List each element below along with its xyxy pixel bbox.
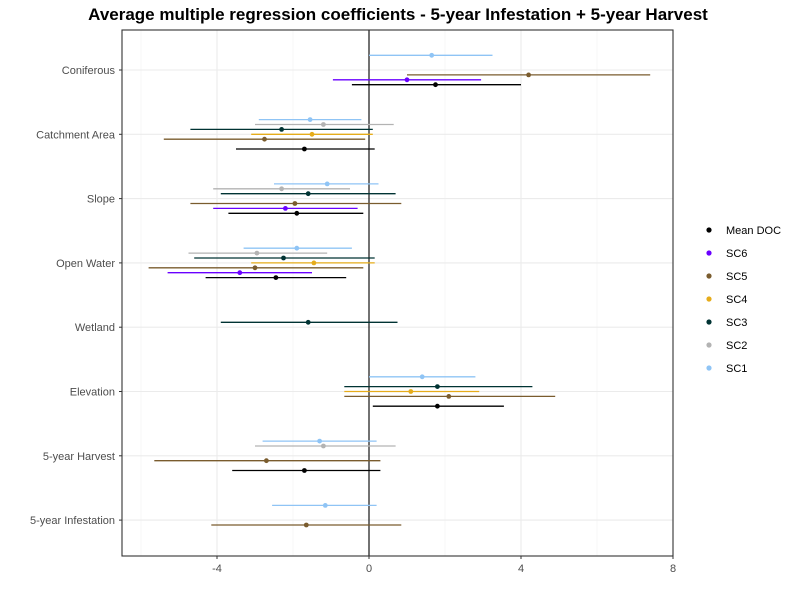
legend-key-sc3 [706, 319, 712, 325]
point-sc4-elevation [408, 389, 414, 394]
legend-item-sc3: SC3 [706, 317, 747, 329]
point-sc3-wetland [305, 319, 311, 325]
point-sc1-coniferous [429, 52, 435, 58]
point-sc2-5-year-harvest [321, 443, 326, 449]
x-tick-label-4: 4 [518, 563, 524, 575]
point-sc5-catchment-area [262, 136, 267, 142]
y-tick-label-5-year-infestation: 5-year Infestation [30, 515, 115, 527]
series-sc4 [251, 131, 480, 394]
legend-label-sc4: SC4 [726, 294, 747, 306]
point-sc1-catchment-area [307, 117, 313, 122]
plot-area: Coniferous Catchment Area Slope Open Water W… [30, 29, 676, 575]
point-sc6-slope [283, 206, 288, 211]
legend-key-sc5 [706, 273, 712, 279]
legend-item-sc4: SC4 [706, 294, 747, 306]
legend-key-mean-doc [706, 227, 712, 233]
legend-key-sc2 [706, 342, 712, 348]
legend-label-sc2: SC2 [726, 340, 747, 352]
legend-item-mean-doc: Mean DOC [706, 225, 781, 237]
series-sc6 [167, 77, 482, 276]
legend-item-sc6: SC6 [706, 248, 747, 260]
series-mean-doc [205, 82, 521, 473]
point-sc2-catchment-area [321, 122, 326, 127]
legend-label-sc5: SC5 [726, 271, 747, 283]
legend: Mean DOC SC6 SC5 SC4 SC3 SC2 SC1 [706, 225, 781, 375]
series-sc1 [243, 52, 493, 508]
point-sc5-slope [292, 201, 298, 206]
y-tick-label-open-water: Open Water [56, 258, 115, 270]
y-tick-label-catchment-area: Catchment Area [36, 129, 116, 141]
legend-key-sc6 [706, 250, 712, 256]
point-mean-doc-catchment-area [302, 146, 307, 152]
point-sc3-elevation [435, 384, 440, 389]
legend-label-sc3: SC3 [726, 317, 747, 329]
point-sc1-open-water [294, 245, 300, 251]
x-tick-label-0: 0 [366, 563, 372, 575]
series-sc3 [190, 126, 533, 389]
legend-item-sc2: SC2 [706, 340, 747, 352]
point-sc1-elevation [419, 374, 425, 380]
point-mean-doc-slope [294, 210, 300, 216]
point-sc6-coniferous [404, 77, 410, 83]
point-sc2-open-water [254, 250, 260, 256]
point-mean-doc-elevation [435, 403, 440, 409]
y-tick-label-coniferous: Coniferous [62, 65, 116, 77]
y-tick-label-elevation: Elevation [70, 387, 115, 399]
point-sc3-open-water [281, 255, 286, 261]
point-sc5-coniferous [526, 72, 531, 78]
point-mean-doc-open-water [273, 275, 279, 280]
x-tick-label-8: 8 [670, 563, 676, 575]
point-sc6-open-water [237, 270, 243, 276]
panel-background [122, 30, 673, 556]
series-sc2 [188, 122, 396, 449]
legend-label-sc6: SC6 [726, 248, 747, 260]
point-mean-doc-5-year-harvest [302, 468, 307, 473]
y-tick-label-5-year-harvest: 5-year Harvest [43, 451, 115, 463]
point-sc2-slope [279, 186, 284, 192]
legend-key-sc1 [706, 365, 712, 371]
panel-border [121, 29, 674, 557]
point-sc5-5-year-infestation [303, 522, 309, 528]
x-tick-label-4: -4 [212, 563, 222, 575]
point-sc3-catchment-area [279, 126, 284, 132]
point-sc1-5-year-infestation [322, 503, 328, 508]
point-sc4-catchment-area [309, 131, 315, 137]
series-sc5 [148, 72, 651, 528]
legend-item-sc5: SC5 [706, 271, 747, 283]
point-sc3-slope [305, 191, 311, 197]
legend-label-sc1: SC1 [726, 363, 747, 375]
legend-key-sc4 [706, 296, 712, 302]
chart-title: Average multiple regression coefficients… [88, 5, 708, 24]
point-sc1-slope [324, 181, 330, 187]
point-sc5-elevation [446, 394, 452, 399]
legend-item-sc1: SC1 [706, 363, 747, 375]
y-tick-label-wetland: Wetland [75, 322, 115, 334]
point-mean-doc-coniferous [433, 82, 438, 88]
point-sc5-5-year-harvest [264, 458, 269, 464]
point-sc1-5-year-harvest [317, 438, 322, 444]
legend-label-mean-doc: Mean DOC [726, 225, 781, 237]
point-sc5-open-water [252, 265, 258, 271]
y-tick-label-slope: Slope [87, 194, 115, 206]
point-sc4-open-water [311, 260, 317, 266]
